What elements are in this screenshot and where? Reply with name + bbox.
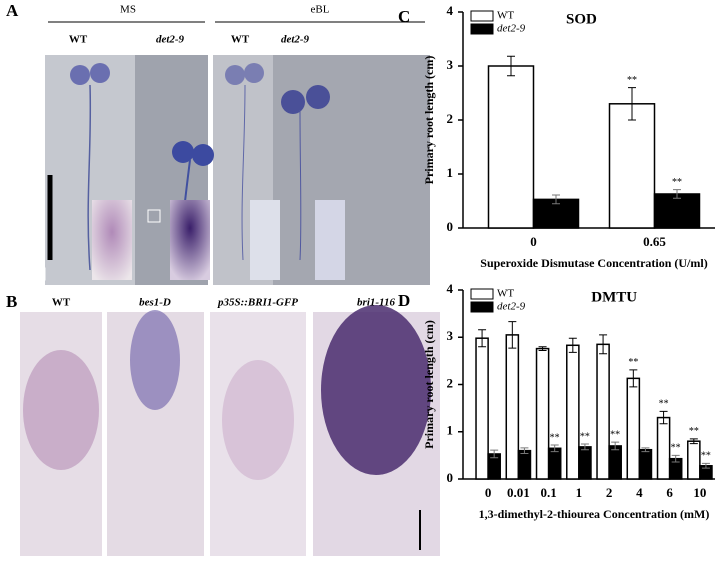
bar: [596, 343, 610, 480]
legend-label: det2-9: [497, 23, 526, 35]
error-bar: [701, 462, 710, 469]
error-bar: [671, 454, 680, 463]
panel-label: B: [6, 292, 17, 311]
error-bar: [520, 447, 529, 454]
error-bar: [580, 443, 589, 451]
bar: [687, 440, 701, 480]
column-label: WT: [52, 297, 71, 309]
x-tick-label: 6: [666, 485, 673, 500]
x-tick-label: 0.1: [541, 485, 557, 500]
significance: **: [672, 177, 682, 188]
legend-swatch: [470, 10, 494, 22]
legend-swatch: [470, 23, 494, 35]
y-axis-label: Primary root length (cm): [422, 56, 436, 185]
y-tick-label: 4: [447, 3, 454, 18]
y-tick-label: 0: [447, 219, 454, 234]
significance: **: [659, 399, 669, 410]
chart-title: DMTU: [591, 289, 637, 305]
x-tick-label: 0.01: [507, 485, 530, 500]
error-bar: [628, 87, 636, 121]
x-tick-label: 2: [606, 485, 613, 500]
bar: [535, 347, 550, 480]
error-bar: [568, 337, 577, 353]
panel-b-photos: [20, 305, 440, 556]
bar: [505, 334, 520, 480]
panel-label: D: [398, 291, 410, 310]
panel-label: C: [398, 7, 410, 26]
column-label: bes1-D: [139, 297, 171, 309]
error-bar: [508, 321, 517, 349]
bar: [517, 449, 532, 480]
x-tick-label: 4: [636, 485, 643, 500]
legend-swatch: [470, 301, 494, 313]
error-bar: [478, 329, 487, 348]
column-label: det2-9: [156, 34, 185, 46]
error-bar: [629, 369, 638, 388]
error-bar: [550, 444, 559, 453]
column-label: bri1-116: [357, 297, 395, 309]
bar: [475, 337, 489, 480]
y-tick-label: 3: [447, 57, 454, 72]
panel-a-photos: [32, 55, 430, 285]
y-tick-label: 1: [447, 423, 454, 438]
error-bar: [599, 334, 608, 355]
group-label: MS: [120, 4, 136, 16]
column-label: WT: [69, 34, 88, 46]
bar: [656, 416, 671, 480]
significance: **: [627, 75, 637, 86]
x-tick-label: 0.65: [643, 234, 666, 249]
error-bar: [659, 410, 668, 425]
y-axis-label: Primary root length (cm): [422, 320, 436, 449]
error-bar: [490, 449, 499, 459]
x-tick-label: 10: [693, 485, 706, 500]
error-bar: [507, 55, 515, 77]
column-label: p35S::BRI1-GFP: [217, 297, 298, 309]
legend-label: WT: [497, 288, 514, 300]
y-tick-label: 0: [447, 470, 454, 485]
bar: [547, 447, 562, 480]
error-bar: [611, 441, 620, 451]
x-tick-label: 0: [485, 485, 492, 500]
bar: [608, 445, 622, 480]
group-label: eBL: [311, 4, 330, 16]
bar: [608, 103, 656, 229]
y-tick-label: 1: [447, 165, 454, 180]
column-label: WT: [231, 34, 250, 46]
significance: **: [550, 432, 560, 443]
error-bar: [641, 447, 650, 453]
error-bar: [689, 438, 698, 445]
x-tick-label: 0: [530, 234, 537, 249]
significance: **: [671, 443, 681, 454]
bar: [638, 448, 653, 480]
significance: **: [610, 429, 620, 440]
legend-label: det2-9: [497, 301, 526, 313]
y-tick-label: 2: [447, 375, 454, 390]
column-label: det2-9: [281, 34, 310, 46]
bar: [566, 344, 580, 480]
legend-label: WT: [497, 10, 514, 22]
x-tick-label: 1: [576, 485, 583, 500]
bar: [578, 446, 592, 480]
error-bar: [673, 189, 681, 199]
bar: [653, 193, 701, 229]
significance: **: [701, 451, 711, 462]
significance: **: [689, 426, 699, 437]
y-tick-label: 4: [447, 281, 454, 296]
bar: [626, 377, 641, 480]
y-tick-label: 2: [447, 111, 454, 126]
significance: **: [628, 357, 638, 368]
error-bar: [538, 346, 547, 351]
x-axis-label: Superoxide Dismutase Concentration (U/ml…: [480, 256, 707, 270]
legend-swatch: [470, 288, 494, 300]
chart-title: SOD: [566, 11, 597, 27]
error-bar: [552, 194, 560, 205]
significance: **: [580, 431, 590, 442]
bar: [487, 65, 535, 229]
y-tick-label: 3: [447, 328, 454, 343]
x-axis-label: 1,3-dimethyl-2-thiourea Concentration (m…: [479, 507, 710, 521]
panel-label: A: [6, 1, 19, 20]
